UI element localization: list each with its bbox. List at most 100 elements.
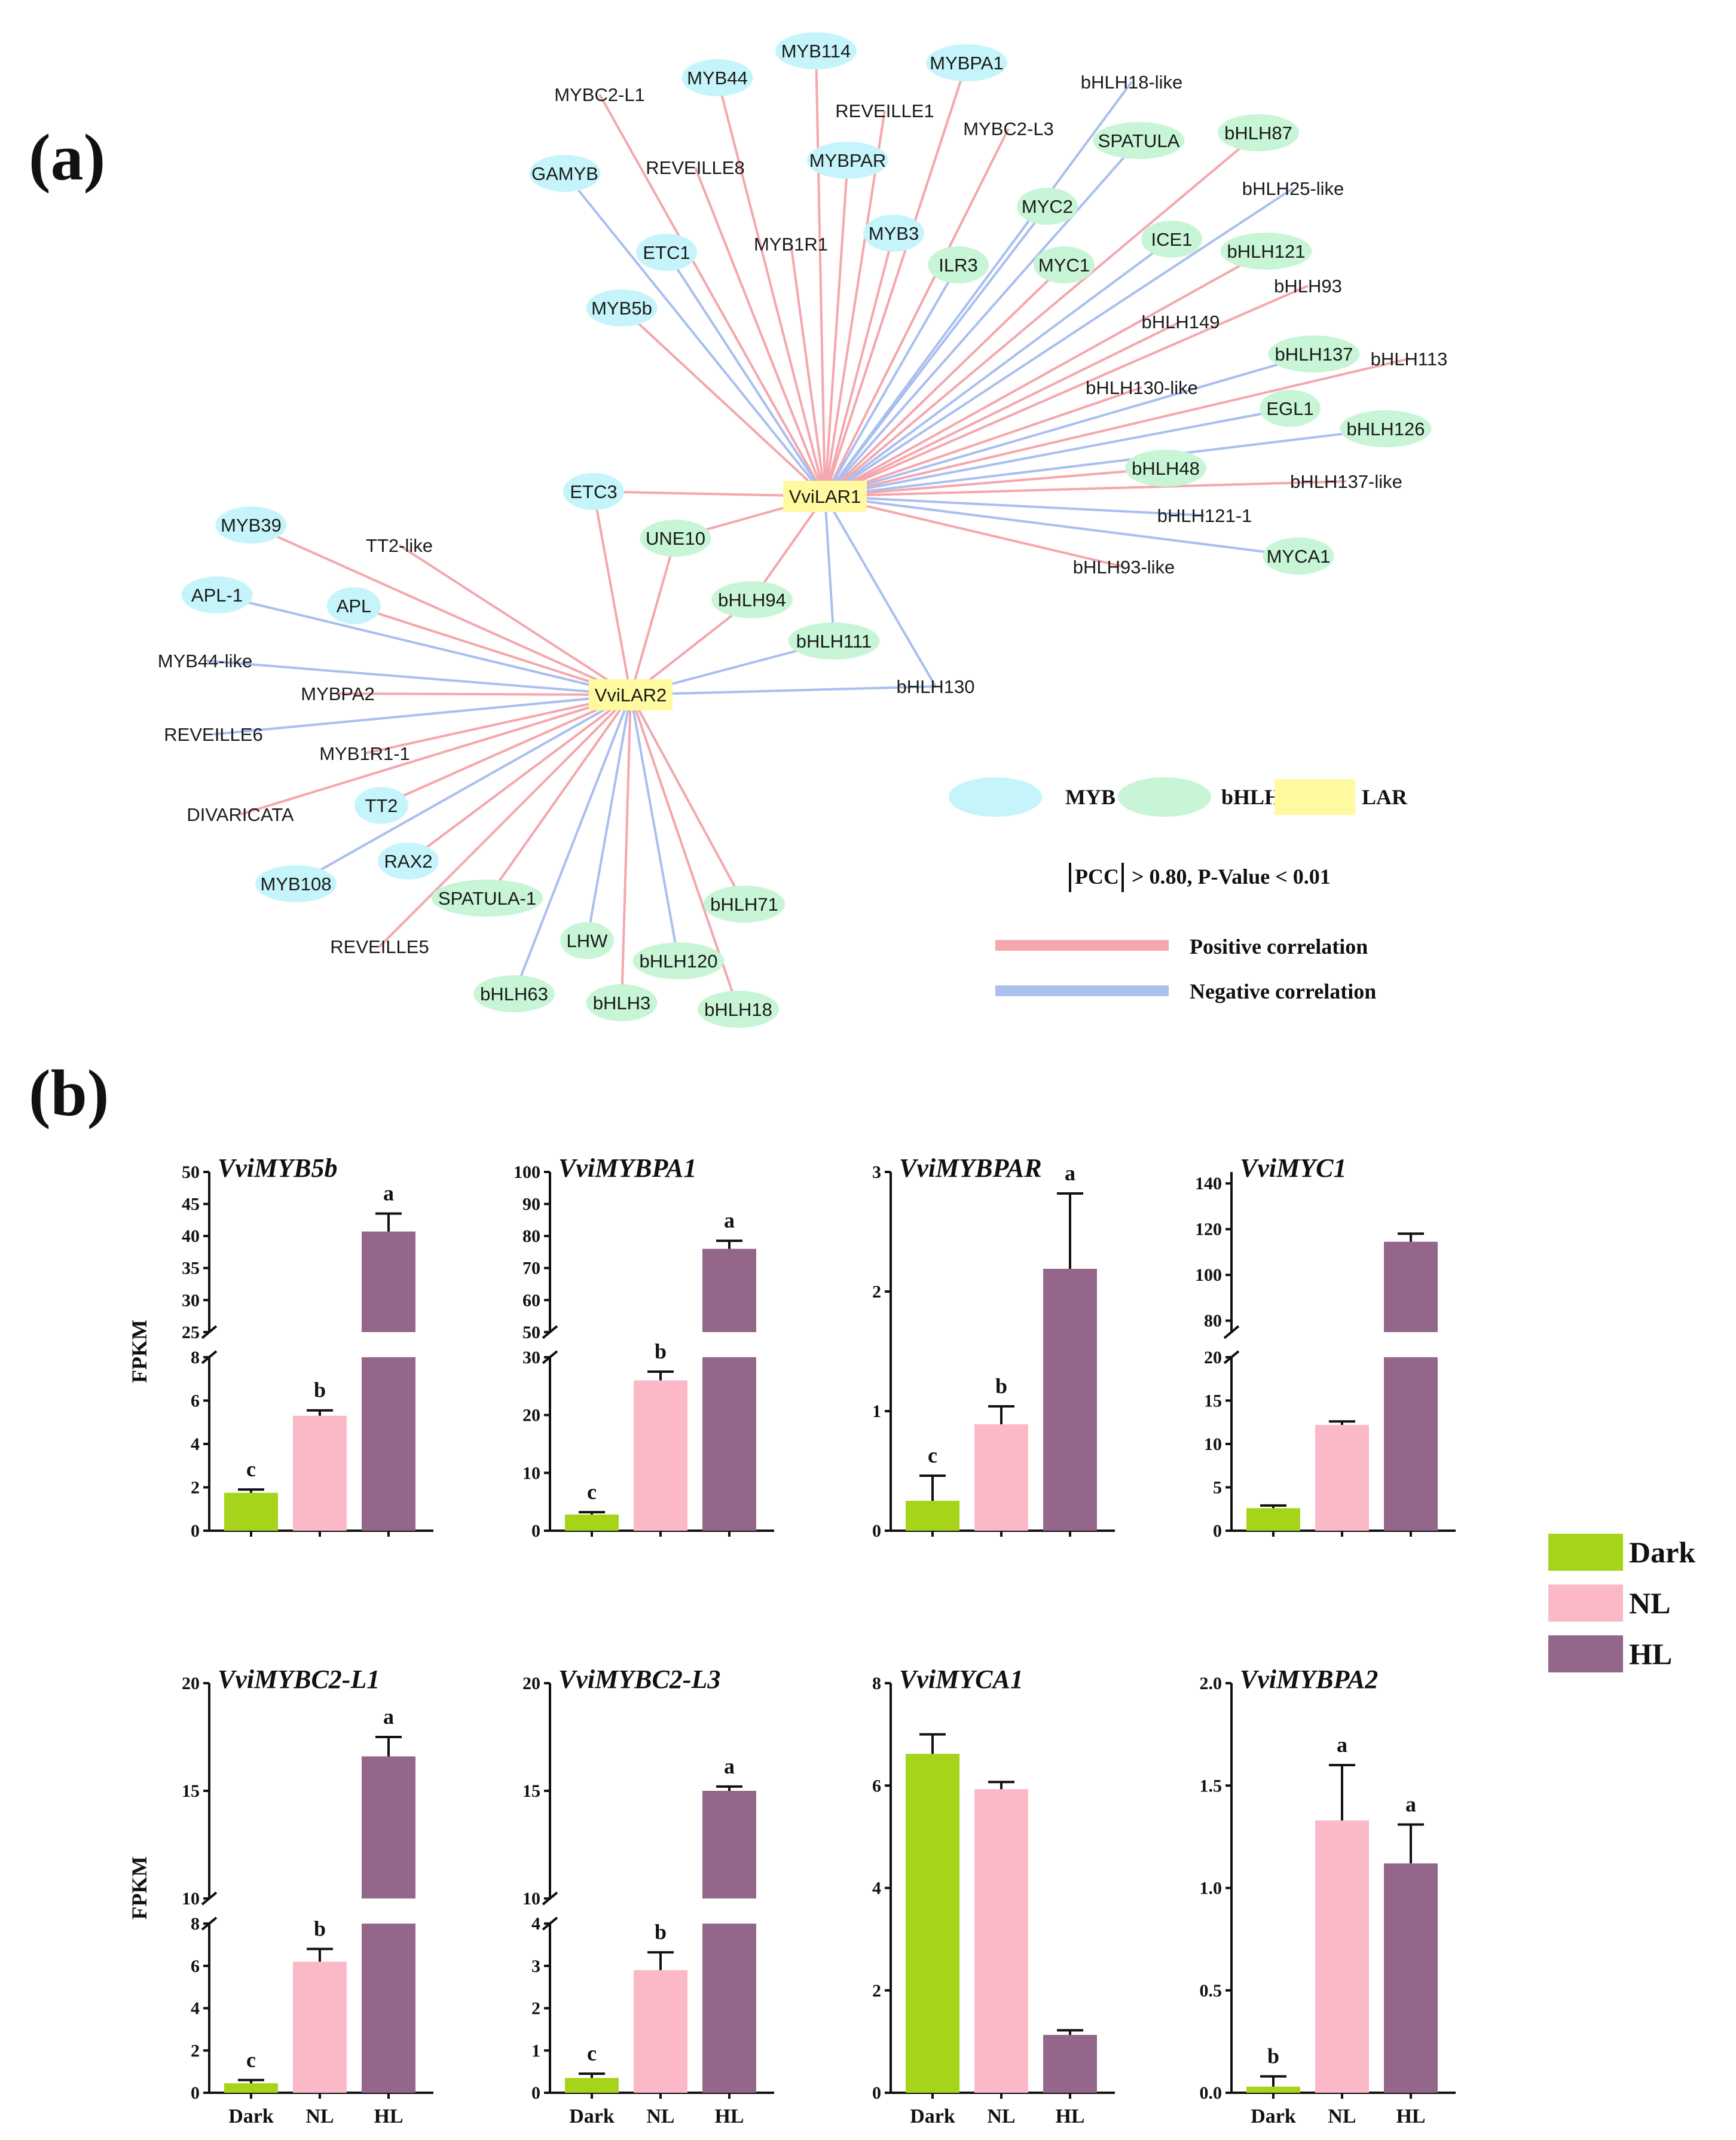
bar-hl: a [1043,1161,1097,1537]
bar-nl: b NL [293,1917,347,2127]
edge-vvilar1-bhlh126 [824,428,1386,497]
edge-vvilar2-mybpa2 [337,692,631,696]
y-tick-label: 90 [522,1195,540,1214]
node-shape-myca1 [1263,538,1334,575]
y-tick-label: 10 [1204,1434,1222,1454]
node-shape-bhlh48 [1125,450,1206,487]
edge-vvilar1-spatula [824,139,1140,497]
node-label-myb5b: MYB5b [591,298,652,319]
panel-b-label: (b) [29,1057,109,1129]
y-tick-label: 2 [191,1477,200,1497]
bar-upper-segment [702,1791,756,1899]
node-label-divaricata: DIVARICATA [187,804,294,825]
bar-dark: b Dark [1246,2044,1300,2127]
node-myb44: MYB44 [681,59,753,96]
y-tick-label: 0.5 [1200,1981,1222,2001]
node-label-reveille5: REVEILLE5 [330,936,429,957]
bar-rect [1246,2086,1300,2093]
y-tick-label: 60 [522,1290,540,1310]
edge-vvilar1-bhlh113 [824,358,1410,497]
legend-positive-swatch [995,940,1169,951]
node-bhlh87: bHLH87 [1218,114,1299,151]
node-shape-ilr3 [928,246,989,283]
node-etc3: ETC3 [563,473,624,510]
edge-vvilar1-myb114 [815,50,826,497]
y-tick-label: 0 [872,1521,881,1541]
bar-rect [634,1970,687,2093]
bar-lower-segment [1384,1357,1438,1531]
bar-nl: a NL [1315,1733,1369,2127]
node-mybc2-l1: MYBC2-L1 [554,84,645,105]
bar-nl: b NL [634,1920,687,2127]
node-shape-bhlh111 [788,622,880,660]
node-label-bhlh137-like: bHLH137-like [1290,471,1402,492]
node-label-spatula: SPATULA [1098,130,1180,151]
edge-vvilar2-myb1r1-1 [364,694,631,755]
bar-dark: c Dark [565,2041,619,2127]
edge-vvilar1-myca1 [824,495,1299,557]
y-tick-label: 2 [531,1999,540,2019]
edge-vvilar1-bhlh121 [824,250,1267,497]
node-shape-egl1 [1260,390,1321,427]
y-tick-label: 8 [191,1348,200,1367]
significance-letter: a [383,1705,394,1729]
edge-vvilar2-myb44-like [204,660,631,696]
bar-nl [1315,1420,1369,1537]
node-label-rax2: RAX2 [384,851,433,872]
node-label-bhlh48: bHLH48 [1132,458,1200,479]
edge-vvilar1-bhlh87 [824,132,1260,497]
bar-rect [1315,1820,1369,2093]
node-myb114: MYB114 [775,32,857,69]
y-tick-label: 8 [872,1674,881,1693]
edge-vvilar2-apl-1 [216,594,631,696]
bar-dark: c [906,1443,959,1537]
edge-vvilar1-myc2 [824,205,1049,497]
bar-dark [1246,1504,1300,1537]
bar-legend-swatch [1548,1534,1623,1571]
x-tick-label: NL [646,2105,674,2127]
node-label-apl-1: APL-1 [191,585,243,606]
node-shape-myb108 [255,865,337,902]
chart-title: VviMYB5b [218,1153,337,1183]
node-label-bhlh149: bHLH149 [1142,312,1220,332]
node-label-myb114: MYB114 [781,41,851,62]
bar-rect [634,1380,687,1531]
bar-rect [1384,1863,1438,2093]
node-etc1: ETC1 [636,234,697,271]
y-tick-label: 30 [522,1348,540,1367]
x-tick-label: Dark [910,2105,955,2127]
node-shape-bhlh71 [704,886,785,923]
bar-nl: b [974,1374,1028,1537]
x-tick-label: HL [714,2105,744,2127]
bar-dark: Dark [906,1733,959,2127]
node-label-mybc2-l1: MYBC2-L1 [554,84,645,105]
node-shape-spatula-1 [431,880,543,917]
node-mybpa1: MYBPA1 [926,44,1007,81]
node-label-myb1r1-1: MYB1R1-1 [319,743,410,764]
bar-hl: a [362,1182,415,1537]
network-legend: MYB bHLH LAR PCC > 0.80, P-Value < 0.01 … [949,777,1408,1003]
node-bhlh130: bHLH130 [897,676,975,697]
chart-title: VviMYBPAR [899,1153,1042,1183]
edge-vvilar1-reveille1 [824,110,886,497]
y-tick-label: 0 [191,2083,200,2103]
bar-dark: c Dark [224,2048,278,2127]
node-label-bhlh113: bHLH113 [1371,349,1448,370]
node-shape-bhlh137 [1268,335,1360,373]
y-tick-label: 1.5 [1200,1776,1222,1796]
node-reveille1: REVEILLE1 [835,100,934,121]
node-bhlh137: bHLH137 [1268,335,1360,373]
node-label-reveille8: REVEILLE8 [646,157,744,178]
chart-vvimyca1: 0 2 4 6 8 VviMYCA1 Dark NL HL [872,1665,1115,2127]
node-bhlh94: bHLH94 [711,581,793,618]
node-bhlh3: bHLH3 [586,984,658,1021]
edge-vvilar2-spatula-1 [486,694,632,899]
node-shape-etc1 [636,234,697,271]
bar-nl: b [293,1378,347,1537]
chart-title: VviMYCA1 [899,1665,1023,1694]
y-tick-label: 2 [872,1981,881,2001]
y-tick-label: 0.0 [1200,2083,1222,2103]
node-label-bhlh111: bHLH111 [796,631,872,652]
edge-vvilar1-bhlh121-1 [824,495,1205,517]
node-label-bhlh93-like: bHLH93-like [1073,557,1175,578]
